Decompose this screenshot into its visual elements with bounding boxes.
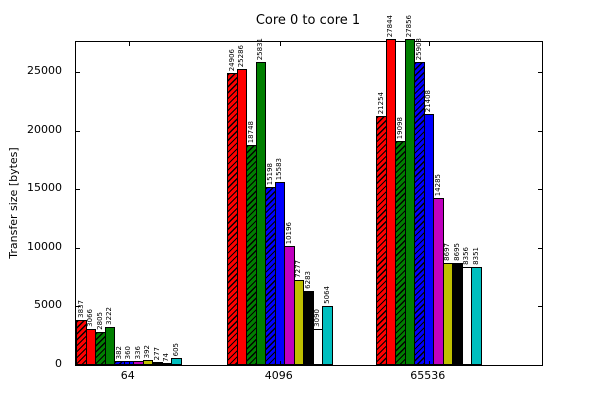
bar-value-label: 277 bbox=[152, 346, 161, 360]
bar-value-label: 360 bbox=[124, 345, 133, 359]
y-tick-label: 5000 bbox=[34, 298, 62, 312]
bar-cyan-4096 bbox=[322, 306, 333, 365]
bar-black-4096 bbox=[303, 291, 314, 365]
bar-value-label: 74 bbox=[162, 353, 171, 362]
bar-value-label: 8351 bbox=[471, 247, 480, 265]
bar-value-label: 605 bbox=[171, 342, 180, 356]
bar-value-label: 27844 bbox=[386, 14, 395, 37]
x-tick-mark bbox=[428, 42, 430, 46]
y-tick-mark bbox=[538, 130, 542, 132]
bar-value-label: 8697 bbox=[443, 243, 452, 261]
x-tick-mark bbox=[128, 361, 130, 365]
y-tick-mark bbox=[76, 306, 80, 308]
x-tick-label-4096: 4096 bbox=[264, 369, 293, 382]
bar-value-label: 5064 bbox=[322, 286, 331, 304]
bar-value-label: 8356 bbox=[462, 247, 471, 265]
bar-value-label: 15198 bbox=[265, 162, 274, 185]
bar-value-label: 19098 bbox=[395, 116, 404, 139]
bar-value-label: 21254 bbox=[376, 91, 385, 114]
bar-cyan-65536 bbox=[471, 267, 482, 365]
x-tick-mark bbox=[128, 42, 130, 46]
y-tick-mark bbox=[76, 130, 80, 132]
bar-value-label: 18748 bbox=[246, 120, 255, 143]
y-tick-mark bbox=[538, 72, 542, 74]
y-tick-mark bbox=[76, 72, 80, 74]
bar-value-label: 14285 bbox=[433, 173, 442, 196]
bar-value-label: 3066 bbox=[86, 309, 95, 327]
bar-value-label: 10196 bbox=[284, 221, 293, 244]
bar-value-label: 25286 bbox=[237, 44, 246, 67]
x-tick-mark bbox=[428, 361, 430, 365]
bar-value-label: 382 bbox=[114, 345, 123, 359]
bar-value-label: 25903 bbox=[414, 37, 423, 60]
bar-value-label: 392 bbox=[143, 344, 152, 358]
x-tick-label-64: 64 bbox=[120, 369, 135, 382]
y-tick-mark bbox=[538, 247, 542, 249]
bar-value-label: 15583 bbox=[275, 157, 284, 180]
bar-value-label: 21408 bbox=[424, 89, 433, 112]
bar-value-label: 24906 bbox=[227, 48, 236, 71]
bar-value-label: 2805 bbox=[95, 312, 104, 330]
x-tick-label-65536: 65536 bbox=[410, 369, 446, 382]
bar-value-label: 27856 bbox=[405, 14, 414, 37]
plot-area: 3837 3066 2805 3222 382 360 336 392 277 74 605 2490… bbox=[75, 15, 543, 366]
bar-value-label: 8695 bbox=[452, 243, 461, 261]
y-tick-label: 0 bbox=[55, 357, 62, 370]
x-tick-mark bbox=[279, 42, 281, 46]
y-tick-label: 20000 bbox=[27, 122, 62, 136]
bar-value-label: 3090 bbox=[313, 309, 322, 327]
bar-green-solid-64 bbox=[104, 327, 115, 365]
bar-value-label: 25831 bbox=[256, 37, 265, 60]
y-tick-mark bbox=[76, 189, 80, 191]
bar-value-label: 3222 bbox=[105, 307, 114, 325]
y-tick-mark bbox=[538, 189, 542, 191]
y-tick-mark bbox=[538, 306, 542, 308]
y-tick-label: 10000 bbox=[27, 239, 62, 253]
bar-value-label: 7277 bbox=[294, 260, 303, 278]
bar-value-label: 3837 bbox=[76, 300, 85, 318]
chart-title: Core 0 to core 1 bbox=[255, 13, 361, 28]
y-tick-label: 15000 bbox=[27, 181, 62, 195]
bar-value-label: 336 bbox=[133, 345, 142, 359]
bar-cyan-64 bbox=[171, 358, 182, 365]
bar-value-label: 6283 bbox=[303, 271, 312, 289]
y-tick-label: 25000 bbox=[27, 64, 62, 78]
x-tick-mark bbox=[279, 361, 281, 365]
y-tick-mark bbox=[76, 247, 80, 249]
